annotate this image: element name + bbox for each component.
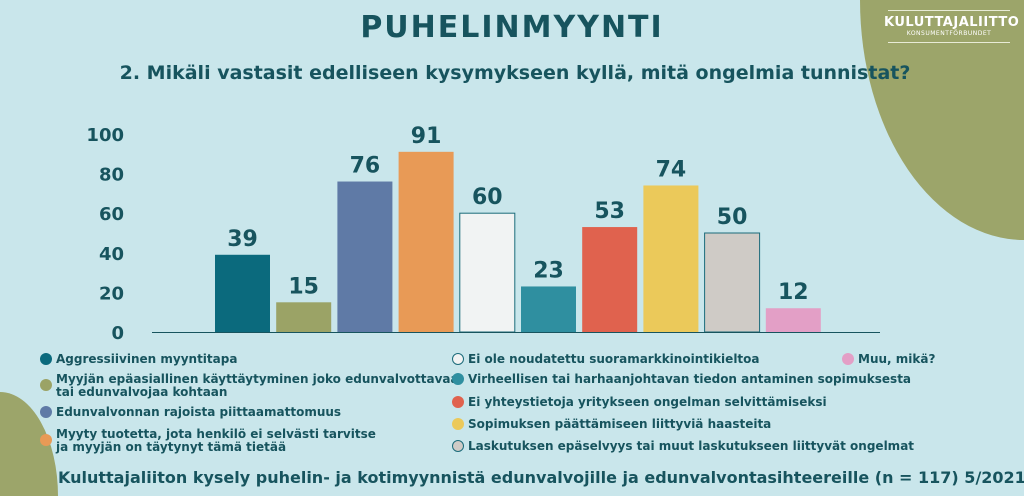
legend-swatch — [40, 379, 52, 391]
bar — [765, 308, 821, 332]
legend-item: Aggressiivinen myyntitapa — [40, 353, 237, 366]
bar — [398, 151, 454, 332]
data-label: 15 — [288, 274, 319, 299]
legend-item: Myyty tuotetta, jota henkilö ei selvästi… — [40, 428, 376, 454]
legend-item: Virheellisen tai harhaanjohtavan tiedon … — [452, 373, 911, 386]
legend-swatch — [40, 353, 52, 365]
data-label: 60 — [472, 185, 503, 210]
bar — [276, 302, 332, 332]
legend-label: Laskutuksen epäselvyys tai muut laskutuk… — [468, 439, 915, 453]
data-label: 50 — [717, 205, 748, 230]
legend-swatch — [452, 440, 464, 452]
legend-item: Edunvalvonnan rajoista piittaamattomuus — [40, 406, 341, 419]
y-tick-label: 40 — [99, 244, 124, 265]
legend-swatch — [452, 418, 464, 430]
y-tick-label: 100 — [86, 125, 124, 146]
legend-item: Laskutuksen epäselvyys tai muut laskutuk… — [452, 440, 914, 453]
legend-item: Muu, mikä? — [842, 353, 935, 366]
legend-label: Muu, mikä? — [858, 352, 936, 366]
legend-item: Sopimuksen päättämiseen liittyviä haaste… — [452, 418, 771, 431]
data-label: 39 — [227, 227, 258, 252]
data-label: 23 — [533, 258, 564, 283]
legend-label: Sopimuksen päättämiseen liittyviä haaste… — [468, 417, 772, 431]
footer-source: Kuluttajaliiton kysely puhelin- ja kotim… — [58, 468, 1024, 487]
data-label: 76 — [350, 154, 381, 179]
legend-swatch — [452, 373, 464, 385]
bar — [521, 286, 576, 332]
legend-swatch — [842, 353, 854, 365]
legend-label: Virheellisen tai harhaanjohtavan tiedon … — [468, 372, 912, 386]
logo-sub: KONSUMENTFÖRBUNDET — [906, 30, 992, 37]
legend-label: Myyjän epäasiallinen käyttäytyminen joko… — [56, 372, 459, 399]
data-label: 12 — [778, 280, 809, 305]
chart-subtitle: 2. Mikäli vastasit edelliseen kysymyksee… — [119, 62, 911, 84]
legend-swatch — [452, 396, 464, 408]
legend-swatch — [452, 353, 464, 365]
data-label: 91 — [411, 124, 442, 149]
data-label: 53 — [594, 199, 625, 224]
y-tick-label: 80 — [99, 165, 124, 186]
logo: KULUTTAJALIITTO KONSUMENTFÖRBUNDET — [884, 10, 1020, 43]
legend-swatch — [40, 434, 52, 446]
legend-swatch — [40, 406, 52, 418]
legend-label: Edunvalvonnan rajoista piittaamattomuus — [56, 405, 342, 419]
legend-label: Aggressiivinen myyntitapa — [56, 352, 238, 366]
logo-name: KULUTTAJALIITTO — [884, 15, 1020, 30]
legend-item: Myyjän epäasiallinen käyttäytyminen joko… — [40, 373, 459, 399]
legend-item: Ei yhteystietoja yritykseen ongelman sel… — [452, 396, 827, 409]
bar — [459, 212, 516, 333]
y-tick-label: 0 — [111, 323, 124, 344]
y-tick-label: 20 — [99, 283, 124, 304]
bar — [337, 181, 393, 332]
page-title: PUHELINMYYNTI — [360, 10, 664, 45]
bar — [582, 227, 638, 332]
legend-label: Myyty tuotetta, jota henkilö ei selvästi… — [56, 427, 376, 454]
bar — [704, 232, 761, 333]
data-label: 74 — [656, 157, 687, 182]
legend-label: Ei ole noudatettu suoramarkkinointikielt… — [468, 352, 760, 366]
bar — [643, 185, 699, 332]
y-tick-label: 60 — [99, 204, 124, 225]
legend-label: Ei yhteystietoja yritykseen ongelman sel… — [468, 395, 827, 409]
bar — [215, 254, 270, 332]
legend-item: Ei ole noudatettu suoramarkkinointikielt… — [452, 353, 760, 366]
